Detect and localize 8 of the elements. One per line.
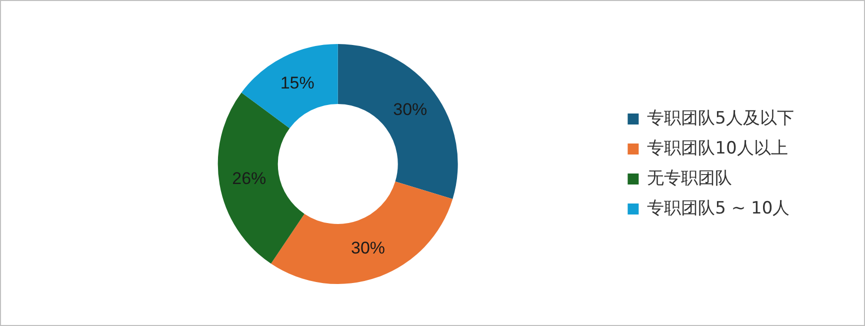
data-label: 15% <box>280 73 314 92</box>
legend-label: 专职团队10人以上 <box>647 138 788 158</box>
legend-label: 专职团队5人及以下 <box>647 108 794 128</box>
data-label: 30% <box>393 100 428 120</box>
data-label: 26% <box>232 169 266 188</box>
legend-label: 无专职团队 <box>647 168 732 188</box>
legend-label: 专职团队5 ~ 10人 <box>647 198 790 218</box>
data-label: 30% <box>351 238 386 258</box>
